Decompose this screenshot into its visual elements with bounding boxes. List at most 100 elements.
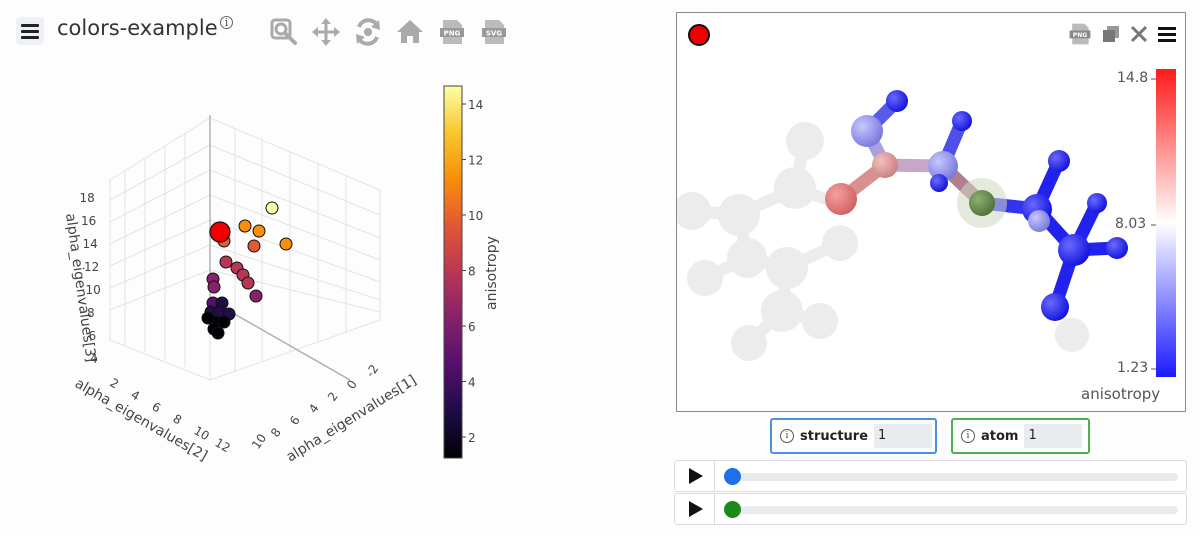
scatter-point[interactable] — [211, 326, 225, 340]
zoom-icon — [270, 18, 297, 45]
plot-grid — [109, 117, 381, 381]
zoom-button[interactable] — [266, 16, 302, 48]
download-png-icon: PNG — [440, 20, 464, 44]
orbit-rotation-icon — [356, 18, 380, 46]
atom — [825, 183, 857, 215]
atom — [1106, 237, 1128, 259]
atom-selector[interactable]: i atom 1 — [951, 418, 1090, 454]
selected-scatter-point[interactable] — [209, 221, 231, 243]
x-tick-label: 4 — [306, 401, 322, 415]
scatter-point[interactable] — [241, 276, 255, 290]
scatter-point[interactable] — [217, 315, 231, 329]
plot-toolbar: PNG SVG — [266, 16, 512, 48]
pan-button[interactable] — [308, 16, 344, 48]
z-tick-label: 6 — [89, 329, 97, 343]
z-tick-label: 14 — [83, 237, 98, 251]
faded-structure — [677, 122, 1089, 361]
selected-atom — [969, 190, 995, 216]
scatter-point[interactable] — [219, 255, 233, 269]
y-tick-label: 2 — [108, 375, 122, 391]
page-title: colors-example — [57, 16, 218, 40]
colorbar-tick-label: 14 — [468, 98, 483, 112]
colorbar-mid-label: 8.03 — [1115, 216, 1147, 232]
scatter-point[interactable] — [238, 219, 252, 233]
colorbar-tick-label: 6 — [468, 320, 476, 334]
atom-slider-track[interactable] — [725, 506, 1178, 514]
structure-selector[interactable]: i structure 1 — [770, 418, 937, 454]
atom — [851, 115, 883, 147]
svg-text:SVG: SVG — [486, 30, 502, 38]
download-png-icon[interactable]: PNG — [1067, 21, 1093, 47]
atom-slider-handle[interactable] — [724, 501, 741, 518]
colorbar-title: anisotropy — [484, 236, 500, 310]
colorbar-title: anisotropy — [1081, 385, 1161, 403]
atom — [1058, 234, 1090, 266]
scatter-point[interactable] — [249, 289, 263, 303]
y-axis-label: alpha_eigenvalues[2] — [72, 376, 210, 465]
z-tick-label: 10 — [86, 283, 101, 297]
svg-text:PNG: PNG — [444, 30, 461, 38]
pan-icon — [312, 18, 340, 46]
scatter-point[interactable] — [201, 311, 215, 325]
scatter-point[interactable] — [279, 237, 293, 251]
atom — [1041, 293, 1069, 321]
atom — [1087, 193, 1107, 213]
atoms[interactable] — [825, 90, 1128, 321]
y-tick-label: 10 — [192, 423, 212, 443]
z-tick-label: 16 — [81, 214, 96, 228]
download-png-button[interactable]: PNG — [434, 16, 470, 48]
x-tick-label: 10 — [249, 431, 269, 452]
scatter-point[interactable] — [207, 280, 221, 294]
property-colorbar — [1156, 69, 1176, 377]
close-icon[interactable] — [1129, 24, 1149, 44]
play-icon — [688, 468, 703, 484]
structure-viewer[interactable]: PNG — [676, 12, 1186, 412]
y-tick-label: 12 — [213, 435, 233, 455]
atom — [1048, 150, 1070, 172]
structure-slider-track[interactable] — [725, 473, 1178, 481]
colorbar-min-label: 1.23 — [1117, 360, 1149, 376]
atom — [872, 152, 898, 178]
download-svg-button[interactable]: SVG — [476, 16, 512, 48]
selected-color-indicator — [688, 24, 710, 46]
menu-line — [21, 23, 39, 27]
structure-input[interactable]: 1 — [874, 424, 933, 448]
z-tick-label: 8 — [87, 306, 95, 320]
orbit-button[interactable] — [350, 16, 386, 48]
atom — [928, 151, 958, 181]
structure-info-icon[interactable]: i — [780, 429, 794, 443]
structure-player — [674, 460, 1187, 492]
copy-icon[interactable] — [1101, 24, 1121, 44]
title-info-icon[interactable]: i — [220, 16, 233, 29]
structure-slider-handle[interactable] — [724, 468, 741, 485]
molecule-render[interactable] — [677, 13, 1187, 413]
structure-play-button[interactable] — [675, 461, 715, 491]
menu-line — [21, 29, 39, 33]
menu-icon[interactable] — [1157, 24, 1177, 44]
scatter-point[interactable] — [265, 201, 279, 215]
reset-home-button[interactable] — [392, 16, 428, 48]
colorbar-tick-label: 2 — [468, 431, 476, 445]
scatter-point[interactable] — [252, 224, 266, 238]
scatter-points[interactable] — [201, 201, 293, 340]
x-tick-label: 8 — [268, 425, 284, 439]
scatter-point[interactable] — [247, 239, 261, 253]
colorbar-tick-label: 4 — [468, 376, 476, 390]
colorbar-tick-label: 8 — [468, 265, 476, 279]
atom-info-icon[interactable]: i — [961, 429, 975, 443]
colorbar-tick-label: 10 — [468, 209, 483, 223]
atom-input[interactable]: 1 — [1024, 424, 1083, 448]
x-tick-label: 6 — [287, 413, 303, 427]
z-tick-label: 12 — [84, 260, 99, 274]
y-tick-label: 8 — [171, 411, 185, 427]
atom-play-button[interactable] — [675, 494, 715, 524]
y-tick-label: 6 — [150, 399, 164, 415]
atom — [886, 90, 908, 112]
hamburger-menu-button[interactable] — [16, 17, 44, 45]
colorbar-tick-label: 12 — [468, 154, 483, 168]
z-axis-ticks: 4 6 8 10 12 14 16 18 — [80, 191, 101, 366]
play-icon — [688, 501, 703, 517]
svg-text:PNG: PNG — [1073, 32, 1087, 39]
